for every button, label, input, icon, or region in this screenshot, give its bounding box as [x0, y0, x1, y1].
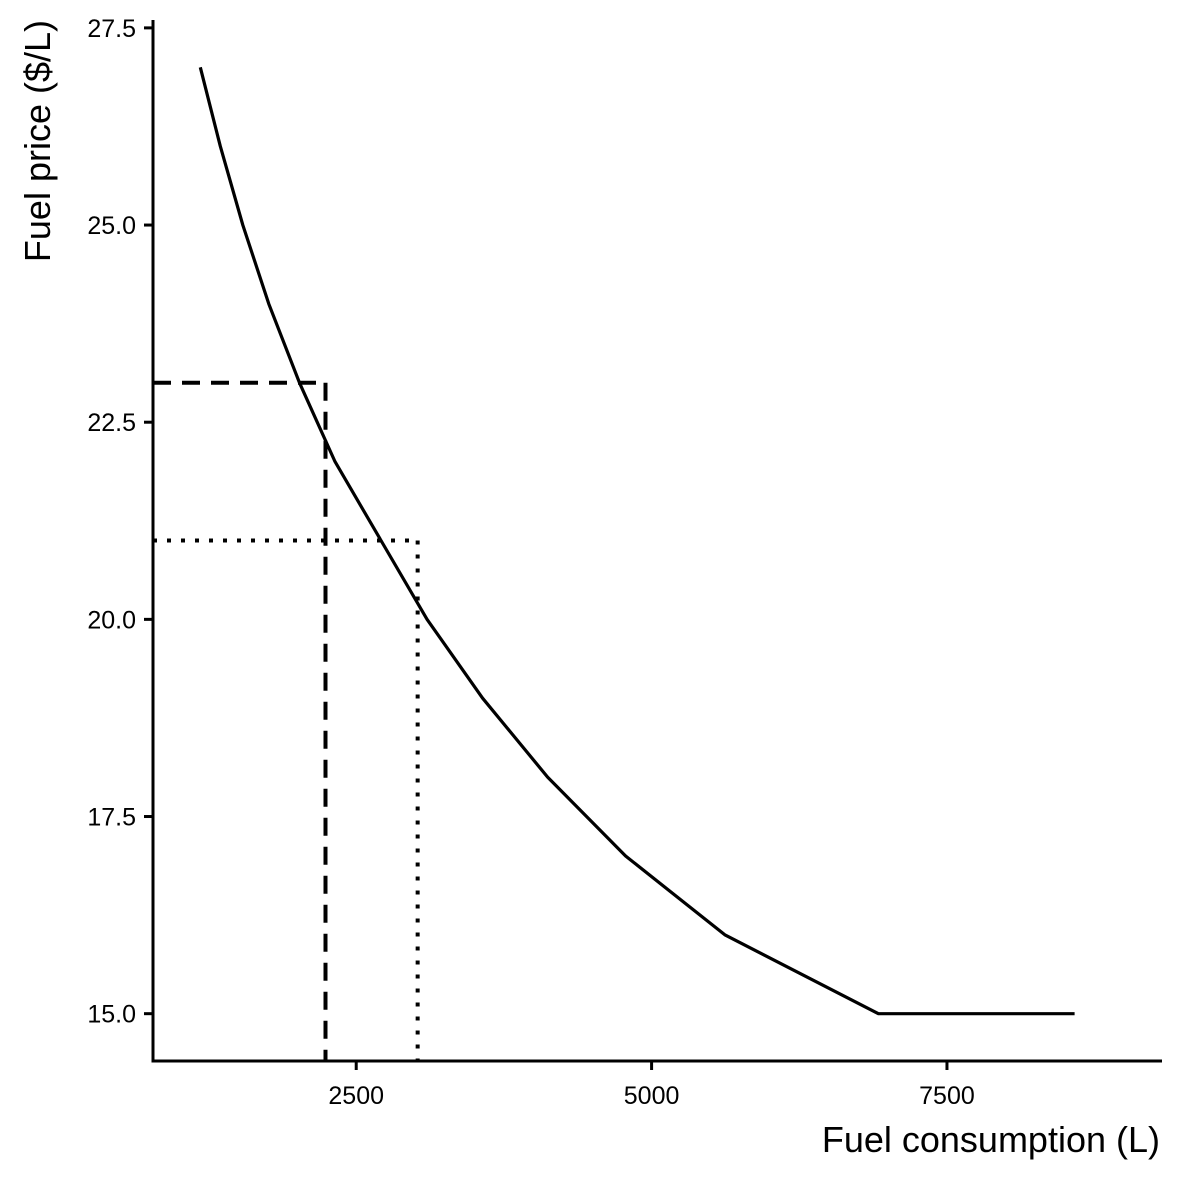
series-line	[198, 66, 1075, 1016]
y-ticks: 15.0 17.5 20.0 22.5 25.0 27.5	[87, 15, 153, 1029]
x-tick-label: 5000	[624, 1082, 680, 1110]
series-group	[198, 66, 1075, 1016]
x-axis-title: Fuel consumption (L)	[822, 1119, 1160, 1160]
y-tick-label: 27.5	[87, 15, 136, 43]
y-tick-label: 20.0	[87, 606, 136, 634]
y-tick-label: 25.0	[87, 212, 136, 240]
y-tick-label: 17.5	[87, 804, 136, 832]
y-axis-title: Fuel price ($/L)	[17, 20, 58, 262]
y-tick-label: 15.0	[87, 1001, 136, 1029]
y-tick-label: 22.5	[87, 409, 136, 437]
x-tick-label: 2500	[328, 1082, 384, 1110]
guide-lines	[153, 380, 420, 1061]
axes	[151, 20, 1162, 1063]
x-ticks: 2500 5000 7500	[328, 1061, 975, 1110]
x-tick-label: 7500	[919, 1082, 975, 1110]
